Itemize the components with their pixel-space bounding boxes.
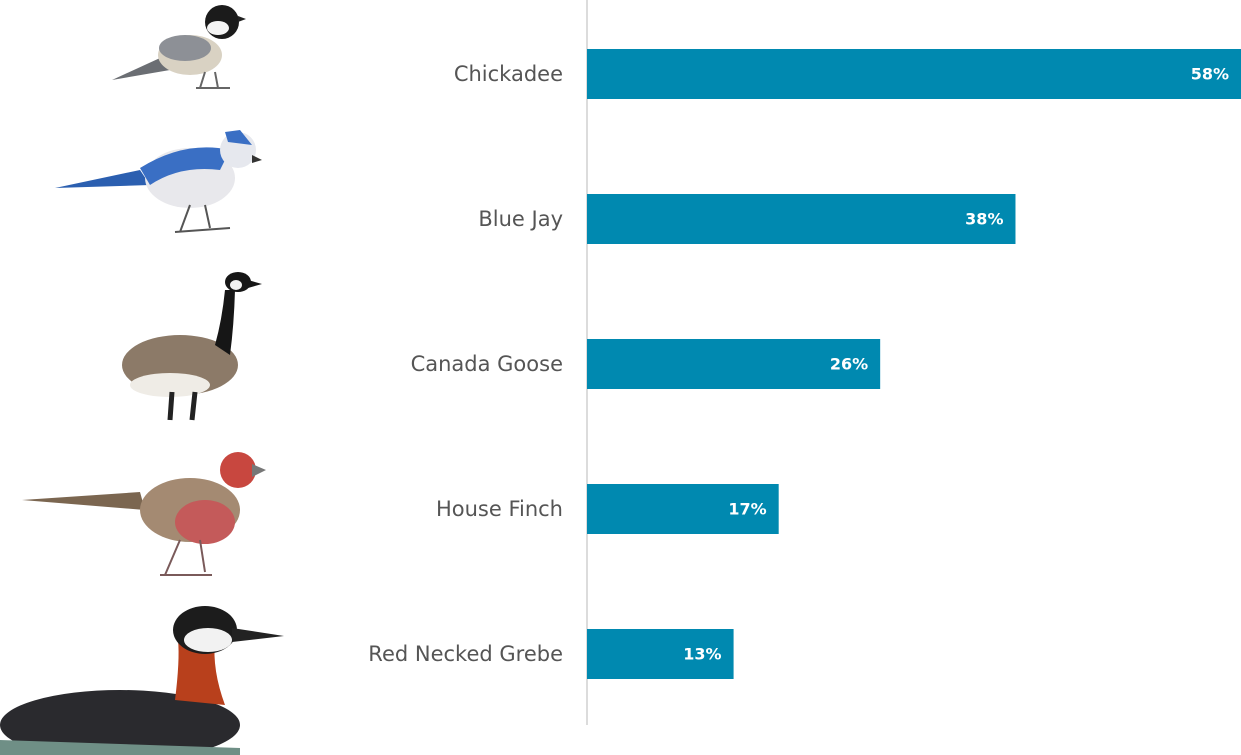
category-label: Canada Goose <box>411 352 563 376</box>
house-finch-image <box>22 452 266 576</box>
canada-goose-image <box>122 272 262 421</box>
category-label: House Finch <box>436 497 563 521</box>
category-label: Chickadee <box>454 62 563 86</box>
chickadee-image <box>112 5 246 89</box>
category-label: Red Necked Grebe <box>368 642 563 666</box>
category-label: Blue Jay <box>478 207 563 231</box>
value-label: 17% <box>728 500 766 519</box>
blue-jay-image <box>55 130 262 233</box>
bar <box>587 484 779 534</box>
bar <box>587 339 881 389</box>
value-label: 58% <box>1191 65 1229 84</box>
bar <box>587 49 1241 99</box>
value-label: 26% <box>830 355 868 374</box>
red-necked-grebe-image <box>0 606 284 755</box>
value-label: 38% <box>965 210 1003 229</box>
bar <box>587 629 734 679</box>
value-label: 13% <box>683 645 721 664</box>
bar <box>587 194 1016 244</box>
